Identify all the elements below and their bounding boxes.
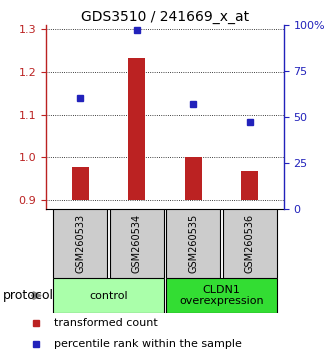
Bar xyxy=(166,209,220,278)
Bar xyxy=(128,58,145,200)
Title: GDS3510 / 241669_x_at: GDS3510 / 241669_x_at xyxy=(81,10,249,24)
Bar xyxy=(223,209,277,278)
Text: GSM260534: GSM260534 xyxy=(132,214,142,273)
Text: GSM260536: GSM260536 xyxy=(245,214,255,273)
Bar xyxy=(185,156,202,200)
Text: GSM260535: GSM260535 xyxy=(188,214,198,273)
Bar xyxy=(53,209,107,278)
Text: CLDN1
overexpression: CLDN1 overexpression xyxy=(179,285,264,307)
Text: GSM260533: GSM260533 xyxy=(75,214,85,273)
Text: percentile rank within the sample: percentile rank within the sample xyxy=(54,339,242,349)
Bar xyxy=(53,278,164,313)
Bar xyxy=(110,209,164,278)
Text: protocol: protocol xyxy=(3,289,54,302)
Text: control: control xyxy=(89,291,128,301)
Bar xyxy=(72,167,89,200)
Bar xyxy=(166,278,277,313)
Bar xyxy=(241,171,258,200)
Text: transformed count: transformed count xyxy=(54,319,157,329)
